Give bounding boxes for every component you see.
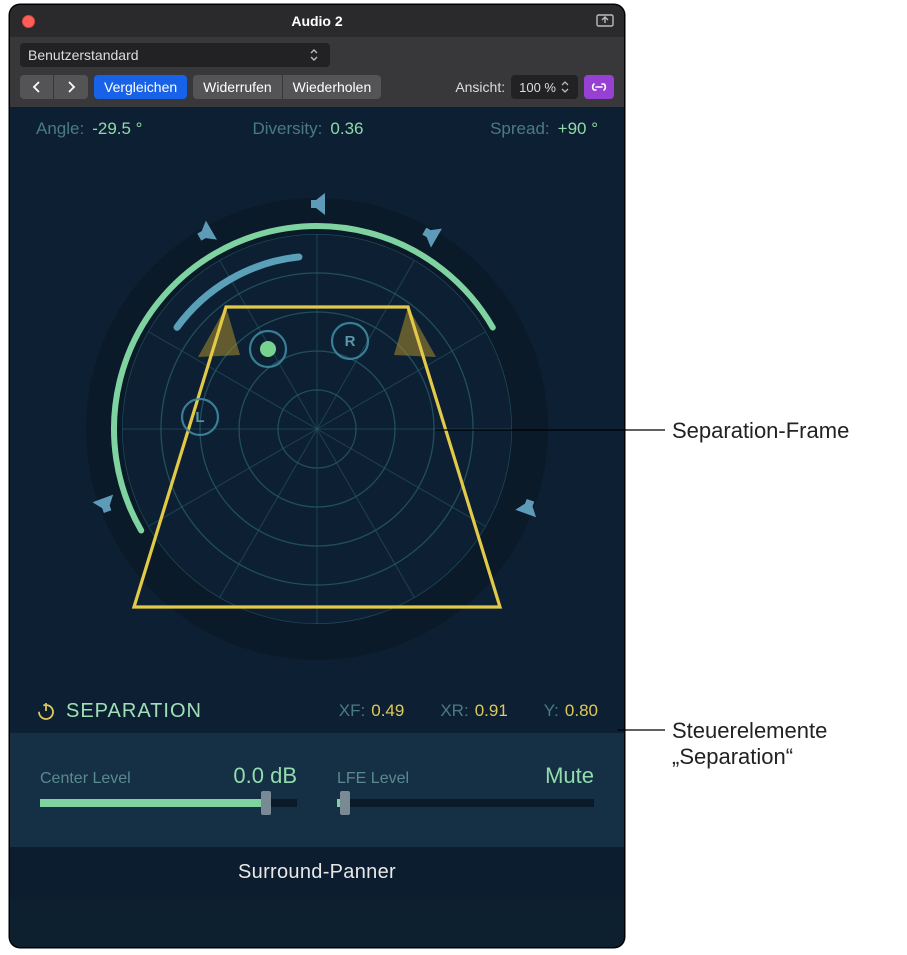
chevron-updown-icon (306, 47, 322, 63)
separation-row: SEPARATION XF:0.49 XR:0.91 Y:0.80 (10, 689, 624, 733)
undo-button[interactable]: Widerrufen (193, 75, 282, 99)
xr-readout[interactable]: XR:0.91 (440, 701, 507, 721)
center-level-label: Center Level (40, 770, 131, 788)
readout-row: Angle: -29.5 ° Diversity: 0.36 Spread: +… (10, 107, 624, 139)
link-button[interactable] (584, 75, 614, 99)
lfe-level-slider[interactable]: LFE Level Mute (337, 763, 594, 807)
expand-icon[interactable] (596, 13, 614, 27)
window-title: Audio 2 (10, 13, 624, 29)
zoom-select[interactable]: 100 % (511, 75, 578, 99)
preset-label: Benutzerstandard (28, 47, 139, 63)
diversity-label: Diversity: (252, 119, 322, 139)
window-titlebar: Audio 2 (10, 5, 624, 37)
undo-redo-group: Widerrufen Wiederholen (193, 75, 381, 99)
toolbar: Benutzerstandard Vergleichen Widerrufen … (10, 37, 624, 107)
angle-readout[interactable]: Angle: -29.5 ° (36, 119, 142, 139)
callout-separation-controls: Steuerelemente „Separation“ (672, 718, 827, 770)
close-icon[interactable] (22, 15, 35, 28)
sliders-panel: Center Level 0.0 dB LFE Level Mute (10, 733, 624, 847)
view-label: Ansicht: (455, 79, 505, 95)
zoom-value: 100 % (519, 80, 556, 95)
plugin-name: Surround-Panner (10, 847, 624, 900)
diversity-value: 0.36 (330, 119, 363, 139)
spread-value: +90 ° (558, 119, 598, 139)
pan-puck (260, 341, 276, 357)
redo-button[interactable]: Wiederholen (283, 75, 382, 99)
y-readout[interactable]: Y:0.80 (544, 701, 598, 721)
slider-thumb[interactable] (340, 791, 350, 815)
link-icon (590, 80, 608, 94)
slider-thumb[interactable] (261, 791, 271, 815)
preset-select[interactable]: Benutzerstandard (20, 43, 330, 67)
diversity-readout[interactable]: Diversity: 0.36 (252, 119, 363, 139)
spread-label: Spread: (490, 119, 550, 139)
svg-text:R: R (345, 333, 356, 350)
spread-readout[interactable]: Spread: +90 ° (490, 119, 598, 139)
compare-button[interactable]: Vergleichen (94, 75, 187, 99)
plugin-window: Audio 2 Benutzerstandard (10, 5, 624, 947)
chevron-left-icon (32, 81, 42, 93)
chevron-right-icon (66, 81, 76, 93)
slider-track (40, 799, 297, 807)
callout-separation-frame: Separation-Frame (672, 418, 849, 444)
prev-button[interactable] (20, 75, 54, 99)
center-level-slider[interactable]: Center Level 0.0 dB (40, 763, 297, 807)
xf-readout[interactable]: XF:0.49 (339, 701, 405, 721)
separation-title: SEPARATION (66, 700, 202, 723)
history-nav (20, 75, 88, 99)
lfe-level-label: LFE Level (337, 770, 409, 788)
slider-fill (40, 799, 266, 807)
lfe-level-value: Mute (545, 763, 594, 789)
slider-track (337, 799, 594, 807)
angle-label: Angle: (36, 119, 84, 139)
svg-text:L: L (195, 409, 204, 426)
angle-value: -29.5 ° (92, 119, 142, 139)
center-level-value: 0.0 dB (233, 763, 297, 789)
power-icon[interactable] (36, 701, 56, 721)
chevron-updown-icon (560, 81, 570, 93)
plugin-body: Angle: -29.5 ° Diversity: 0.36 Spread: +… (10, 107, 624, 900)
surround-panner[interactable]: LR (10, 139, 624, 689)
next-button[interactable] (54, 75, 88, 99)
